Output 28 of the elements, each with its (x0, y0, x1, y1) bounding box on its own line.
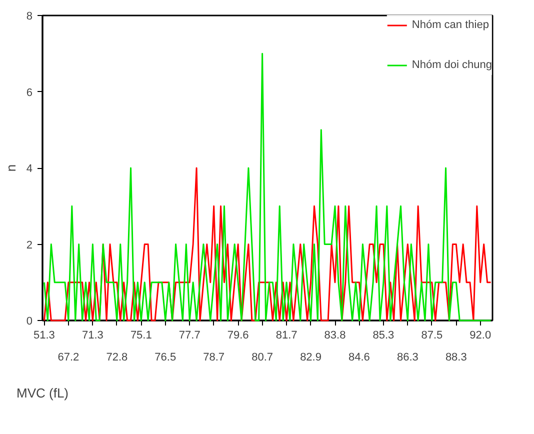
y-tick-label: 4 (26, 163, 33, 175)
x-tick-label: 78.7 (203, 352, 225, 364)
x-tick-label: 71.3 (82, 330, 104, 342)
x-tick-label: 77.7 (178, 330, 200, 342)
y-tick-label: 0 (26, 316, 33, 328)
x-tick-label: 51.3 (34, 330, 55, 342)
x-tick-label: 83.8 (324, 330, 346, 342)
y-tick-label: 8 (26, 10, 33, 22)
x-tick-label: 81.7 (276, 330, 298, 342)
x-tick-label: 67.2 (58, 352, 80, 364)
legend-label: Nhóm can thiep (412, 19, 489, 31)
x-tick-label: 88.3 (445, 352, 467, 364)
x-tick-label: 86.3 (396, 352, 418, 364)
x-tick-label: 92.0 (470, 330, 492, 342)
x-axis-title: MVC (fL) (16, 386, 68, 400)
x-tick-label: 82.9 (300, 352, 322, 364)
x-tick-label: 87.5 (421, 330, 443, 342)
x-tick-label: 84.6 (348, 352, 370, 364)
y-tick-label: 2 (26, 239, 33, 252)
x-tick-label: 79.6 (227, 330, 249, 342)
legend-label: Nhóm doi chung (412, 59, 492, 71)
y-axis-title: n (3, 164, 18, 172)
y-tick-label: 6 (26, 86, 33, 99)
x-tick-label: 75.1 (130, 330, 152, 342)
x-tick-label: 76.5 (154, 352, 176, 364)
x-tick-label: 85.3 (372, 330, 394, 342)
x-tick-label: 72.8 (106, 352, 128, 364)
x-tick-label: 80.7 (252, 352, 274, 364)
